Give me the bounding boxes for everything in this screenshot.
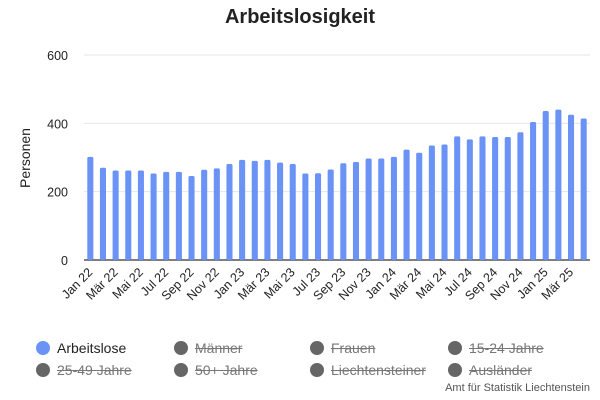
y-axis-title: Personen	[17, 128, 33, 188]
bar[interactable]	[390, 156, 397, 260]
legend-dot-icon	[36, 341, 50, 355]
bar[interactable]	[125, 170, 132, 260]
bar[interactable]	[251, 160, 258, 260]
bar[interactable]	[340, 163, 347, 260]
legend-item-auslaender[interactable]: Ausländer	[448, 362, 532, 378]
bar[interactable]	[150, 173, 157, 260]
bar[interactable]	[365, 158, 372, 260]
bar[interactable]	[441, 144, 448, 260]
bar[interactable]	[567, 114, 575, 261]
legend-dot-icon	[310, 341, 324, 355]
bar[interactable]	[542, 111, 549, 261]
legend-label: Männer	[195, 340, 243, 356]
bar[interactable]	[504, 137, 511, 260]
bar[interactable]	[327, 169, 334, 260]
bar[interactable]	[213, 168, 220, 260]
legend-item-liechtensteiner[interactable]: Liechtensteiner	[310, 362, 426, 378]
bar[interactable]	[479, 136, 486, 260]
bar[interactable]	[466, 139, 473, 260]
y-tick-label: 200	[47, 186, 68, 200]
bar[interactable]	[188, 175, 195, 260]
legend-label: Ausländer	[469, 362, 533, 378]
chart-title: Arbeitslosigkeit	[224, 6, 376, 28]
legend-label: 15-24 Jahre	[469, 340, 544, 356]
bar[interactable]	[314, 173, 322, 260]
legend-label: Liechtensteiner	[331, 362, 426, 378]
bar[interactable]	[428, 145, 435, 260]
legend-dot-icon	[448, 363, 462, 377]
y-axis-ticks: 0 200 400 600	[47, 49, 68, 268]
bar[interactable]	[137, 170, 144, 260]
legend-dot-icon	[174, 363, 188, 377]
legend-label: 25-49 Jahre	[57, 362, 132, 378]
bar[interactable]	[175, 171, 182, 260]
bar[interactable]	[112, 170, 119, 260]
bar[interactable]	[378, 158, 385, 260]
legend-label: Frauen	[331, 340, 376, 356]
legend-dot-icon	[174, 341, 188, 355]
legend-item-arbeitslose[interactable]: Arbeitslose	[36, 340, 126, 356]
bar[interactable]	[277, 162, 284, 260]
legend-item-25-49[interactable]: 25-49 Jahre	[36, 362, 132, 378]
bar[interactable]	[492, 137, 499, 260]
y-tick-label: 400	[47, 117, 68, 131]
bar[interactable]	[239, 159, 246, 260]
legend-item-15-24[interactable]: 15-24 Jahre	[448, 340, 544, 356]
bar[interactable]	[454, 136, 461, 260]
bar[interactable]	[99, 167, 107, 260]
bar[interactable]	[163, 171, 170, 260]
legend-item-frauen[interactable]: Frauen	[310, 340, 375, 356]
y-tick-label: 0	[61, 254, 68, 268]
bar[interactable]	[264, 159, 271, 260]
bar[interactable]	[416, 152, 423, 260]
bar[interactable]	[302, 173, 309, 260]
credits-link[interactable]: Amt für Statistik Liechtenstein	[445, 382, 590, 394]
bars-layer	[87, 109, 587, 261]
legend-dot-icon	[448, 341, 462, 355]
bar[interactable]	[530, 121, 537, 260]
bar[interactable]	[226, 163, 233, 260]
legend-dot-icon	[36, 363, 50, 377]
bar[interactable]	[555, 109, 562, 261]
bar[interactable]	[87, 156, 94, 260]
bar[interactable]	[517, 132, 524, 260]
bar[interactable]	[403, 149, 410, 260]
bar[interactable]	[289, 163, 296, 260]
y-tick-label: 600	[47, 49, 68, 63]
legend-item-maenner[interactable]: Männer	[174, 340, 242, 356]
legend-label: 50+ Jahre	[195, 362, 258, 378]
bar[interactable]	[580, 118, 587, 260]
legend-dot-icon	[310, 363, 324, 377]
bar[interactable]	[352, 161, 360, 260]
bar[interactable]	[201, 169, 208, 260]
legend-item-50plus[interactable]: 50+ Jahre	[174, 362, 258, 378]
legend-label: Arbeitslose	[57, 340, 127, 356]
grid-layer	[84, 54, 590, 261]
